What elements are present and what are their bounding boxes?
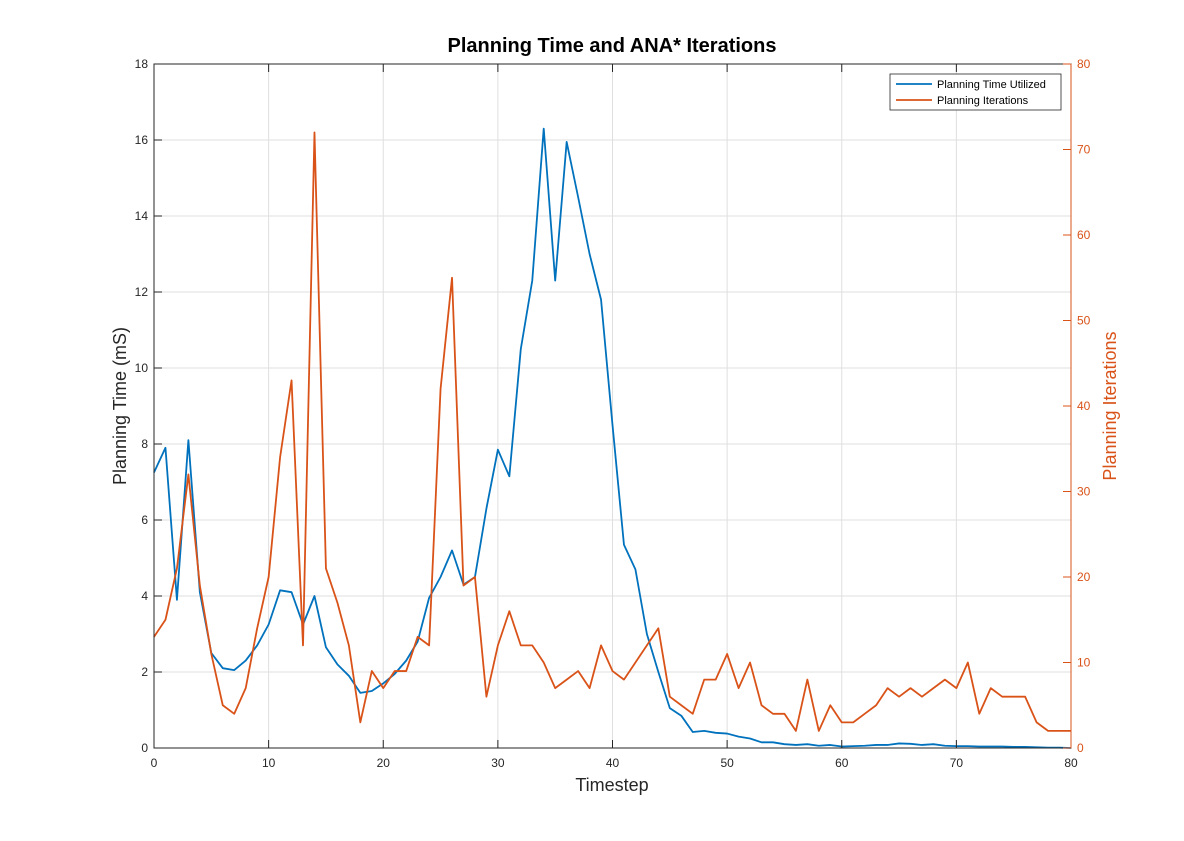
right-tick-label: 20 bbox=[1077, 570, 1091, 584]
x-tick-label: 70 bbox=[950, 756, 964, 770]
left-tick-label: 0 bbox=[141, 741, 148, 755]
right-axis-label: Planning Iterations bbox=[1100, 331, 1120, 480]
left-tick-label: 6 bbox=[141, 513, 148, 527]
left-tick-label: 4 bbox=[141, 589, 148, 603]
series-line-planning-time bbox=[153, 127, 1072, 749]
right-tick-label: 70 bbox=[1077, 143, 1091, 157]
left-tick-label: 2 bbox=[141, 665, 148, 679]
right-tick-label: 50 bbox=[1077, 314, 1091, 328]
legend-entry-planning-iterations: Planning Iterations bbox=[937, 95, 1029, 107]
x-tick-label: 40 bbox=[606, 756, 620, 770]
left-tick-label: 14 bbox=[135, 209, 149, 223]
left-tick-label: 16 bbox=[135, 133, 149, 147]
right-tick-label: 10 bbox=[1077, 656, 1091, 670]
legend-box bbox=[889, 73, 1062, 111]
right-axis-ticks: 0 10 20 30 40 50 60 70 80 bbox=[1063, 57, 1091, 755]
x-tick-label: 30 bbox=[491, 756, 505, 770]
x-tick-label: 0 bbox=[151, 756, 158, 770]
x-tick-label: 10 bbox=[262, 756, 276, 770]
right-tick-label: 80 bbox=[1077, 57, 1091, 71]
right-tick-label: 0 bbox=[1077, 741, 1084, 755]
left-axis-ticks: 0 2 4 6 8 10 12 14 16 18 bbox=[135, 57, 162, 755]
x-tick-label: 80 bbox=[1064, 756, 1078, 770]
series-layer bbox=[153, 127, 1072, 749]
right-tick-label: 40 bbox=[1077, 399, 1091, 413]
chart-title: Planning Time and ANA* Iterations bbox=[448, 35, 777, 57]
x-axis-ticks: 0 10 20 30 40 50 60 70 80 bbox=[151, 64, 1078, 770]
series-line-planning-iterations bbox=[153, 131, 1071, 732]
x-tick-label: 50 bbox=[720, 756, 734, 770]
left-tick-label: 10 bbox=[135, 361, 149, 375]
left-tick-label: 12 bbox=[135, 285, 149, 299]
legend: Planning Time Utilized Planning Iteratio… bbox=[889, 73, 1062, 111]
legend-entry-planning-time: Planning Time Utilized bbox=[937, 79, 1046, 91]
left-axis-label: Planning Time (mS) bbox=[110, 327, 130, 485]
left-tick-label: 18 bbox=[135, 57, 149, 71]
right-tick-label: 60 bbox=[1077, 228, 1091, 242]
x-axis-label: Timestep bbox=[575, 775, 648, 795]
right-tick-label: 30 bbox=[1077, 485, 1091, 499]
left-tick-label: 8 bbox=[141, 437, 148, 451]
x-tick-label: 60 bbox=[835, 756, 849, 770]
x-tick-label: 20 bbox=[377, 756, 391, 770]
